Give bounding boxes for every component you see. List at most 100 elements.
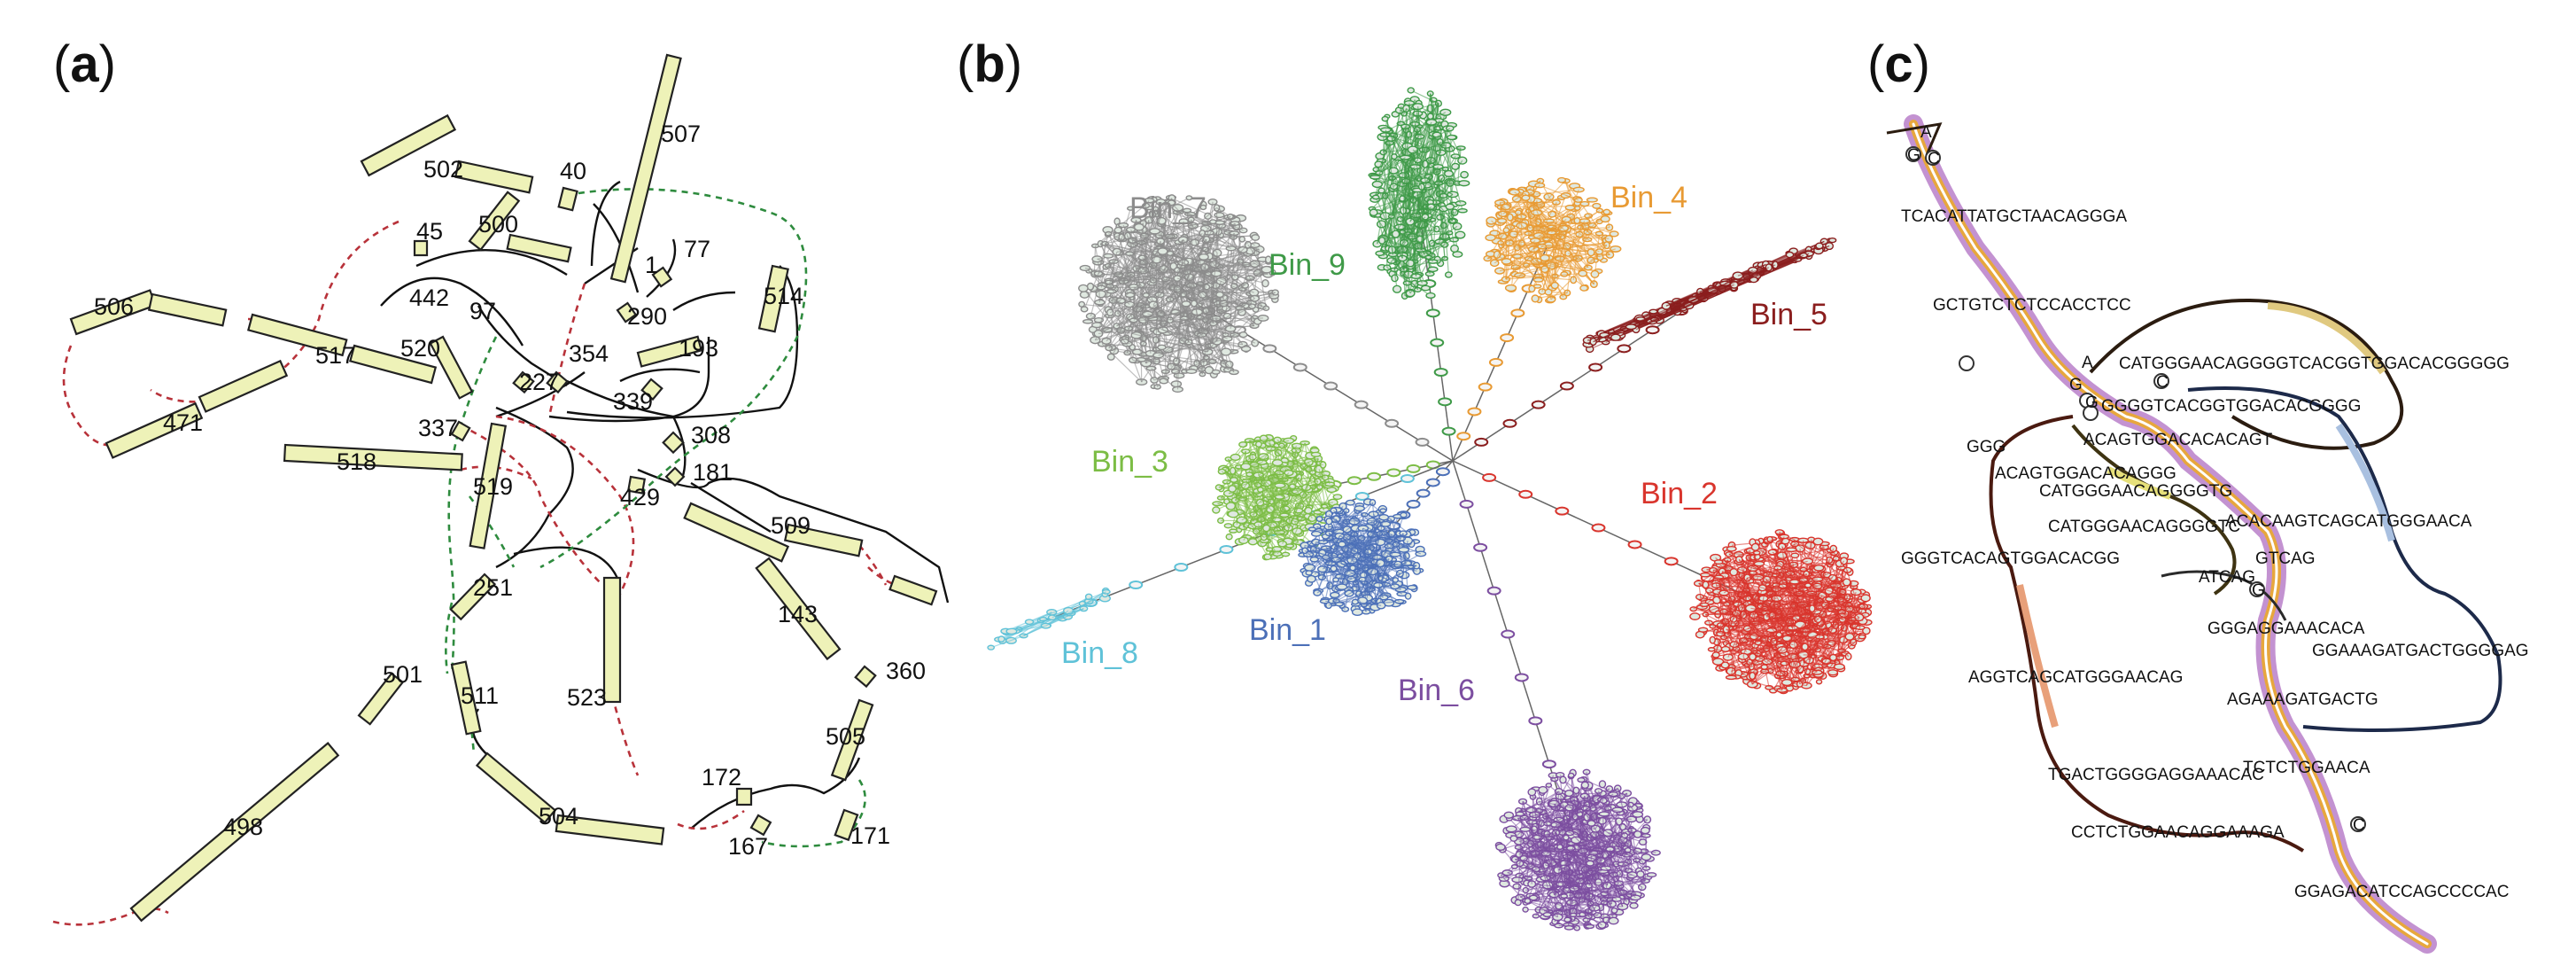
bin-edge [1205, 235, 1227, 335]
bin-edge [1153, 342, 1255, 381]
bin-node [1078, 284, 1089, 292]
bin-edge [1133, 237, 1256, 321]
bin-edge [1576, 220, 1610, 255]
bin-edge [1188, 261, 1218, 342]
bin-node [1801, 643, 1809, 651]
bin-node [1529, 238, 1541, 244]
bin-edge [1391, 249, 1411, 294]
label-171: 171 [850, 822, 890, 849]
panel-a-contigs [69, 53, 938, 923]
bin-node [1564, 204, 1576, 211]
bin-node [1091, 255, 1103, 263]
bin-node [1531, 294, 1540, 303]
bin-node [1369, 175, 1381, 180]
bin-cluster [1368, 87, 1470, 300]
label-501: 501 [383, 661, 423, 688]
bin-link-bead [1501, 629, 1516, 639]
label-500: 500 [478, 211, 518, 238]
label-339: 339 [613, 388, 653, 415]
bin-node [1227, 510, 1239, 518]
bin-link [1452, 460, 1578, 852]
bin-edge [1405, 145, 1408, 175]
bin-edge [1116, 250, 1163, 253]
bin-node [1689, 612, 1701, 620]
bin-link-bead [1473, 542, 1488, 552]
bin-edge [1519, 275, 1574, 281]
bin-node [1181, 300, 1191, 308]
bin-edge [1128, 232, 1203, 329]
contig-504-a [475, 752, 557, 824]
label-290: 290 [627, 303, 667, 330]
bin-edge [1564, 180, 1608, 241]
bin-node [1702, 580, 1710, 589]
bin-link-bead [1219, 545, 1234, 554]
bin-node [1775, 631, 1783, 638]
bin-link [1452, 292, 1711, 462]
bin-edge [1084, 268, 1130, 305]
bin-edge [1083, 273, 1099, 310]
bin-edge [1409, 186, 1423, 294]
panel-a-green-edges [445, 188, 866, 848]
bin-edge [1107, 252, 1158, 310]
bin-node [1556, 176, 1566, 183]
bin-node [1427, 266, 1439, 273]
bin-link-bead [1482, 472, 1497, 482]
bin-node [987, 644, 996, 650]
bin-node [1005, 627, 1018, 635]
bin-edge [1124, 240, 1161, 342]
label-251: 251 [473, 574, 513, 601]
bin-edge [1420, 234, 1461, 251]
bin-node [1375, 250, 1385, 257]
contig-518 [283, 443, 463, 471]
bin-edge [1100, 293, 1164, 331]
bin-link-bead [1323, 381, 1338, 391]
bin-link-bead [1129, 580, 1144, 589]
bin-edge [1151, 298, 1255, 370]
bin-node [1425, 292, 1436, 300]
label-227: 227 [519, 369, 559, 395]
bin-edge [1183, 262, 1208, 353]
bin-edge [1406, 107, 1438, 136]
label-517: 517 [315, 342, 355, 369]
bin-node [1103, 253, 1114, 259]
bin-node [1833, 663, 1845, 671]
bin-edge [1529, 199, 1532, 229]
bin-node [1371, 194, 1380, 200]
contig-471-b [198, 359, 289, 413]
bin-node [1157, 247, 1168, 255]
bin-edge [1152, 304, 1228, 339]
bin-link-bead [1386, 468, 1401, 478]
bin-link-bead [1416, 488, 1431, 498]
bin-link-bead [1346, 476, 1362, 486]
bin-node [1230, 453, 1241, 462]
bin-edge [1201, 253, 1218, 375]
label-519: 519 [473, 473, 513, 500]
bin-node [1185, 368, 1198, 375]
bin-node [1785, 547, 1797, 553]
bin-node [1220, 347, 1232, 356]
bin-node [1749, 652, 1757, 661]
contig-511 [450, 660, 482, 736]
bin-edge [1045, 591, 1107, 627]
bin-edge [1374, 108, 1408, 178]
bin-node [1351, 608, 1363, 617]
bin-node [1495, 843, 1506, 852]
bin-edge [1160, 240, 1203, 375]
bin-link-bead [1474, 437, 1489, 447]
contig-354 [546, 370, 569, 394]
label-181: 181 [693, 459, 733, 486]
bin-node [1113, 226, 1123, 234]
bin-link-bead [1441, 426, 1456, 436]
bin-edge [1152, 299, 1255, 344]
bin-node [1198, 253, 1209, 261]
bin-node [1444, 271, 1453, 278]
bin-edge [1440, 177, 1449, 276]
contig-502-a [360, 113, 457, 177]
bin-edge [1178, 208, 1235, 234]
bin-edge [1155, 339, 1208, 353]
bin-edge [1593, 283, 1726, 343]
bin-node [1271, 458, 1284, 467]
bin-node [1713, 559, 1724, 565]
contig-507 [609, 53, 682, 284]
label-514: 514 [764, 283, 803, 309]
